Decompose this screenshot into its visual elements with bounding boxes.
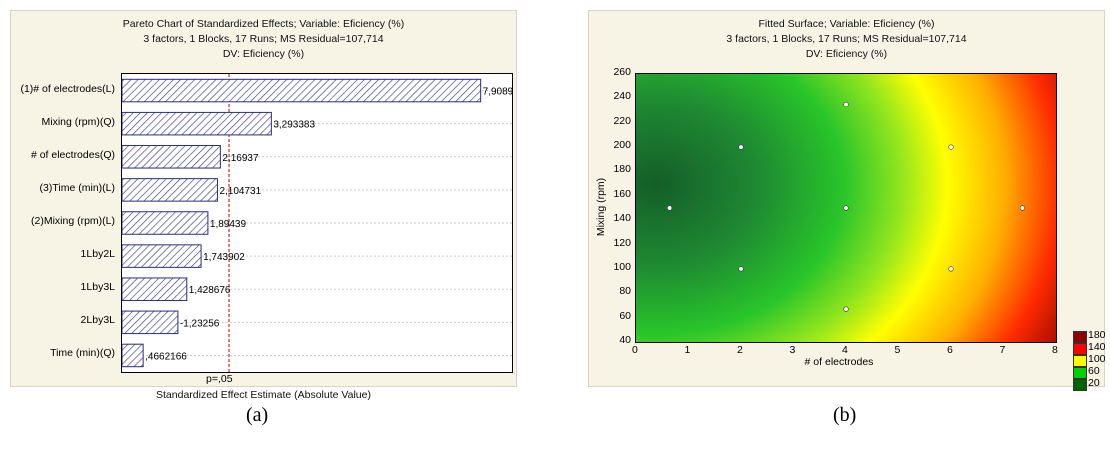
design-point [843, 101, 849, 108]
pareto-bar [122, 211, 209, 235]
legend-swatch [1073, 379, 1087, 391]
pareto-category-label: (2)Mixing (rpm)(L) [31, 215, 115, 227]
surface-svg [636, 74, 1056, 342]
y-tick-label: 200 [613, 139, 631, 152]
x-tick-label: 3 [789, 344, 796, 356]
surface-x-axis-label: # of electrodes [804, 356, 874, 368]
pareto-title: Pareto Chart of Standardized Effects; Va… [122, 18, 405, 30]
x-tick-label: 5 [894, 344, 901, 356]
pareto-value-label: 2,104731 [219, 186, 261, 197]
y-tick-label: 100 [613, 260, 631, 273]
surface-y-axis-label: Mixing (rpm) [595, 177, 607, 237]
legend-swatch [1073, 343, 1087, 355]
caption-b: (b) [833, 404, 857, 426]
threshold-label: p=,05 [206, 373, 233, 385]
legend-label: 140 [1088, 341, 1106, 353]
pareto-bar [122, 178, 218, 202]
pareto-bar [122, 244, 202, 268]
pareto-value-label: 1,428676 [189, 285, 231, 296]
legend-swatch [1073, 355, 1087, 367]
pareto-value-label: 1,743902 [203, 252, 245, 263]
caption-a: (a) [246, 404, 269, 426]
y-tick-label: 80 [619, 285, 631, 298]
legend-label: 180 [1088, 329, 1106, 341]
y-tick-label: 60 [619, 309, 631, 322]
x-tick-label: 0 [632, 344, 638, 356]
y-tick-label: 180 [613, 163, 631, 176]
design-point [1019, 205, 1026, 211]
legend-label: 100 [1088, 353, 1106, 365]
pareto-value-label: 2,16937 [222, 153, 259, 164]
pareto-bar [122, 343, 144, 368]
design-point [843, 205, 849, 211]
design-point [948, 266, 954, 272]
surface-title: Fitted Surface; Variable: Eficiency (%) [758, 18, 935, 30]
design-point [738, 266, 744, 272]
pareto-category-label: 1Lby3L [80, 281, 115, 294]
x-tick-label: 2 [737, 344, 743, 356]
pareto-category-label: 2Lby3L [80, 314, 115, 327]
surface-chart-panel: Fitted Surface; Variable: Eficiency (%) … [588, 10, 1106, 391]
pareto-svg: 7,908966 3,293383 2,16937 2,104731 1,89439 1,… [122, 74, 512, 372]
x-tick-label: 8 [1052, 344, 1058, 356]
pareto-value-label: -1,23256 [180, 318, 220, 329]
pareto-value-label: 1,89439 [210, 219, 247, 230]
pareto-plot-area: 7,908966 3,293383 2,16937 2,104731 1,89439 1,… [121, 73, 513, 373]
pareto-chart-panel: Pareto Chart of Standardized Effects; Va… [10, 10, 517, 401]
y-tick-label: 220 [613, 114, 631, 127]
y-tick-label: 240 [613, 90, 631, 103]
surface-subtitle-dv: DV: Eficiency (%) [805, 48, 888, 60]
y-tick-label: 260 [613, 66, 631, 78]
surface-subtitle: 3 factors, 1 Blocks, 17 Runs; MS Residua… [726, 33, 967, 45]
pareto-bar [122, 78, 482, 103]
y-tick-label: 40 [619, 334, 631, 346]
legend-label: 20 [1088, 377, 1100, 389]
pareto-value-label: 7,908966 [483, 87, 512, 98]
y-tick-label: 140 [613, 212, 631, 225]
pareto-category-label: # of electrodes(Q) [30, 148, 115, 161]
pareto-category-label: Mixing (rpm)(Q) [41, 115, 116, 128]
y-tick-label: 160 [613, 187, 631, 200]
pareto-category-label: (3)Time (min)(L) [39, 181, 115, 194]
pareto-bar [122, 111, 272, 136]
pareto-category-label: 1Lby2L [80, 248, 115, 261]
pareto-category-label: Time (min)(Q) [50, 347, 115, 360]
pareto-value-label: 3,293383 [273, 120, 315, 131]
x-tick-label: 4 [842, 344, 848, 356]
pareto-value-label: ,4662166 [145, 351, 187, 362]
design-point [843, 306, 849, 312]
pareto-subtitle: 3 factors, 1 Blocks, 17 Runs; MS Residua… [143, 33, 384, 45]
design-point [948, 144, 954, 150]
legend-label: 60 [1088, 365, 1100, 377]
pareto-x-axis-label: Standardized Effect Estimate (Absolute V… [156, 389, 371, 401]
y-tick-label: 120 [613, 236, 631, 249]
pareto-subtitle-dv: DV: Eficiency (%) [222, 48, 305, 60]
legend-swatch [1073, 331, 1087, 343]
pareto-bar [122, 310, 179, 335]
pareto-bar [122, 277, 188, 301]
surface-plot-area [635, 73, 1057, 343]
pareto-bar [122, 145, 221, 169]
legend-swatch [1073, 367, 1087, 379]
x-tick-label: 7 [999, 344, 1006, 356]
pareto-category-label: (1)# of electrodes(L) [20, 82, 115, 95]
design-point [666, 205, 673, 211]
design-point [738, 144, 744, 150]
x-tick-label: 6 [947, 344, 953, 356]
x-tick-label: 1 [684, 344, 691, 356]
